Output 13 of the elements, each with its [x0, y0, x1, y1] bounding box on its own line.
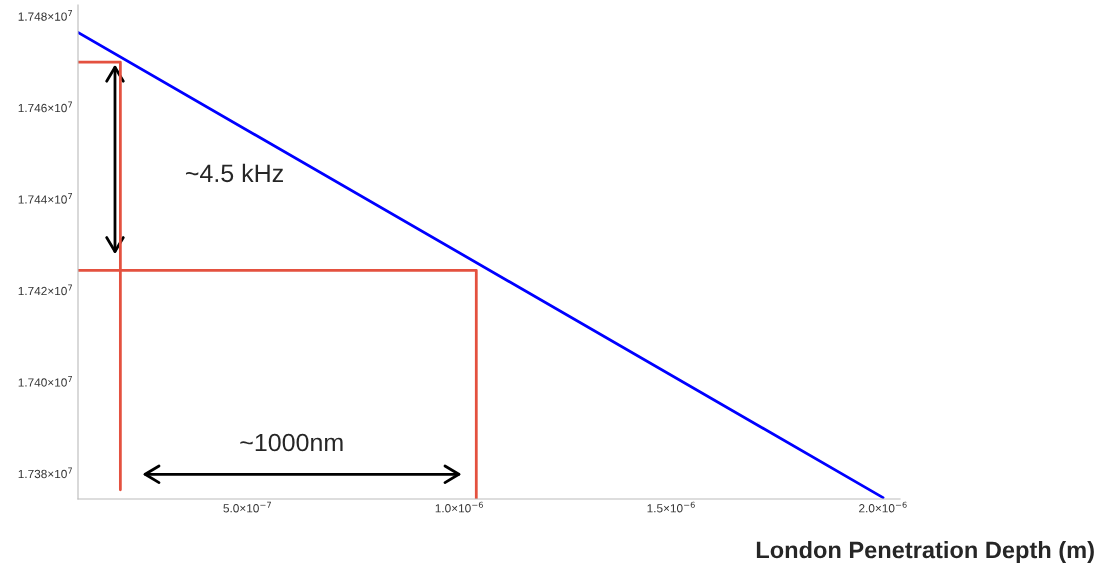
x-tick-label: 1.5×10$^{−6}$: [647, 501, 695, 513]
x-axis-title: London Penetration Depth (m): [756, 540, 1094, 563]
annotation: ~1000nm: [240, 433, 343, 452]
y-tick-label: 1.746×10$^{7}$: [18, 101, 72, 113]
y-tick-label: 1.742×10$^{7}$: [18, 284, 72, 296]
y-tick-label: 1.740×10$^{7}$: [18, 376, 72, 387]
x-tick-label: 1.0×10$^{−6}$: [435, 501, 483, 513]
y-tick-label: 1.744×10$^{7}$: [18, 193, 72, 204]
x-tick-label: 5.0×10$^{−7}$: [223, 501, 271, 513]
annotation: ~4.5 kHz: [185, 163, 283, 183]
x-tick-label: 2.0×10$^{−6}$: [859, 501, 907, 513]
y-tick-label: 1.738×10$^{7}$: [18, 467, 72, 479]
y-tick-label: 1.748×10$^{7}$: [18, 10, 72, 21]
